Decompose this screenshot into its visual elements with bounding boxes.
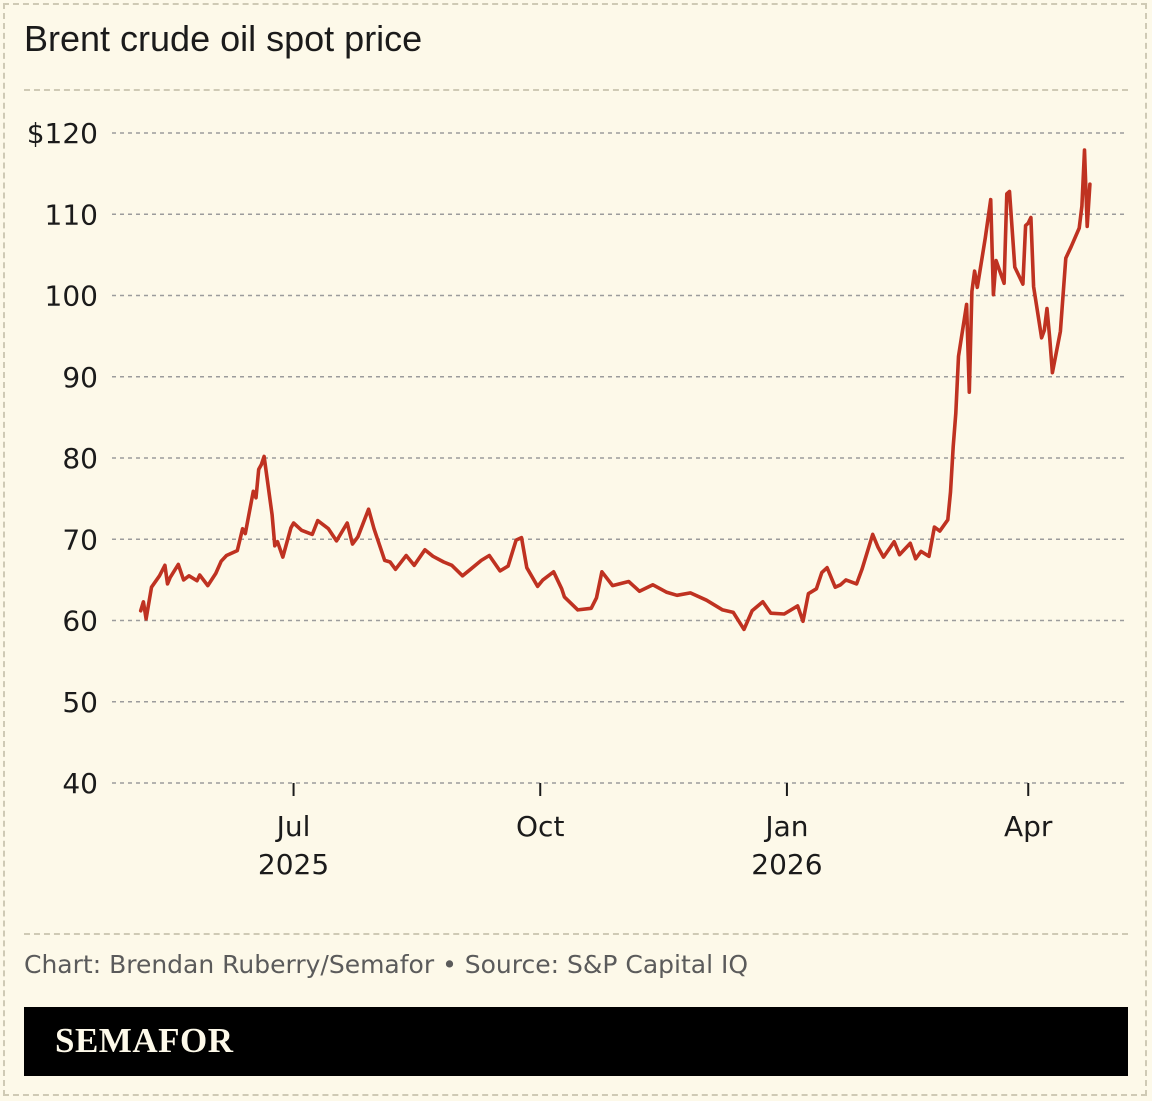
y-tick-label: $120 — [27, 117, 98, 150]
chart-credit: Chart: Brendan Ruberry/Semafor • Source:… — [24, 950, 749, 979]
footer-separator — [24, 933, 1128, 935]
y-tick-label: 90 — [62, 361, 98, 394]
y-tick-label: 110 — [45, 198, 98, 231]
x-tick-label: Oct — [516, 810, 564, 843]
brand-bar: SEMAFOR — [24, 1007, 1128, 1076]
x-tick-label: Jul — [275, 810, 311, 843]
y-tick-label: 80 — [62, 442, 98, 475]
chart-frame — [3, 3, 1147, 1096]
x-tick-year-label: 2026 — [751, 848, 822, 881]
x-tick-label: Jan — [763, 810, 808, 843]
series-line-brent — [138, 148, 1092, 632]
x-tick-year-label: 2025 — [258, 848, 329, 881]
x-axis: Jul 2025 Oct Jan 2026 Apr — [258, 783, 1053, 881]
line-chart: $120 110 100 90 80 70 60 50 40 Jul 2025 Oct Jan 2026… — [27, 117, 1128, 881]
gridlines — [112, 132, 1128, 784]
y-tick-label: 60 — [62, 605, 98, 638]
title-separator — [24, 89, 1128, 91]
brand-logo: SEMAFOR — [55, 1021, 234, 1060]
y-tick-label: 70 — [62, 523, 98, 556]
x-tick-label: Apr — [1004, 810, 1053, 843]
y-tick-label: 100 — [45, 280, 98, 313]
y-axis: $120 110 100 90 80 70 60 50 40 — [27, 117, 98, 800]
y-tick-label: 40 — [62, 767, 98, 800]
chart-title: Brent crude oil spot price — [24, 18, 423, 59]
y-tick-label: 50 — [62, 686, 98, 719]
